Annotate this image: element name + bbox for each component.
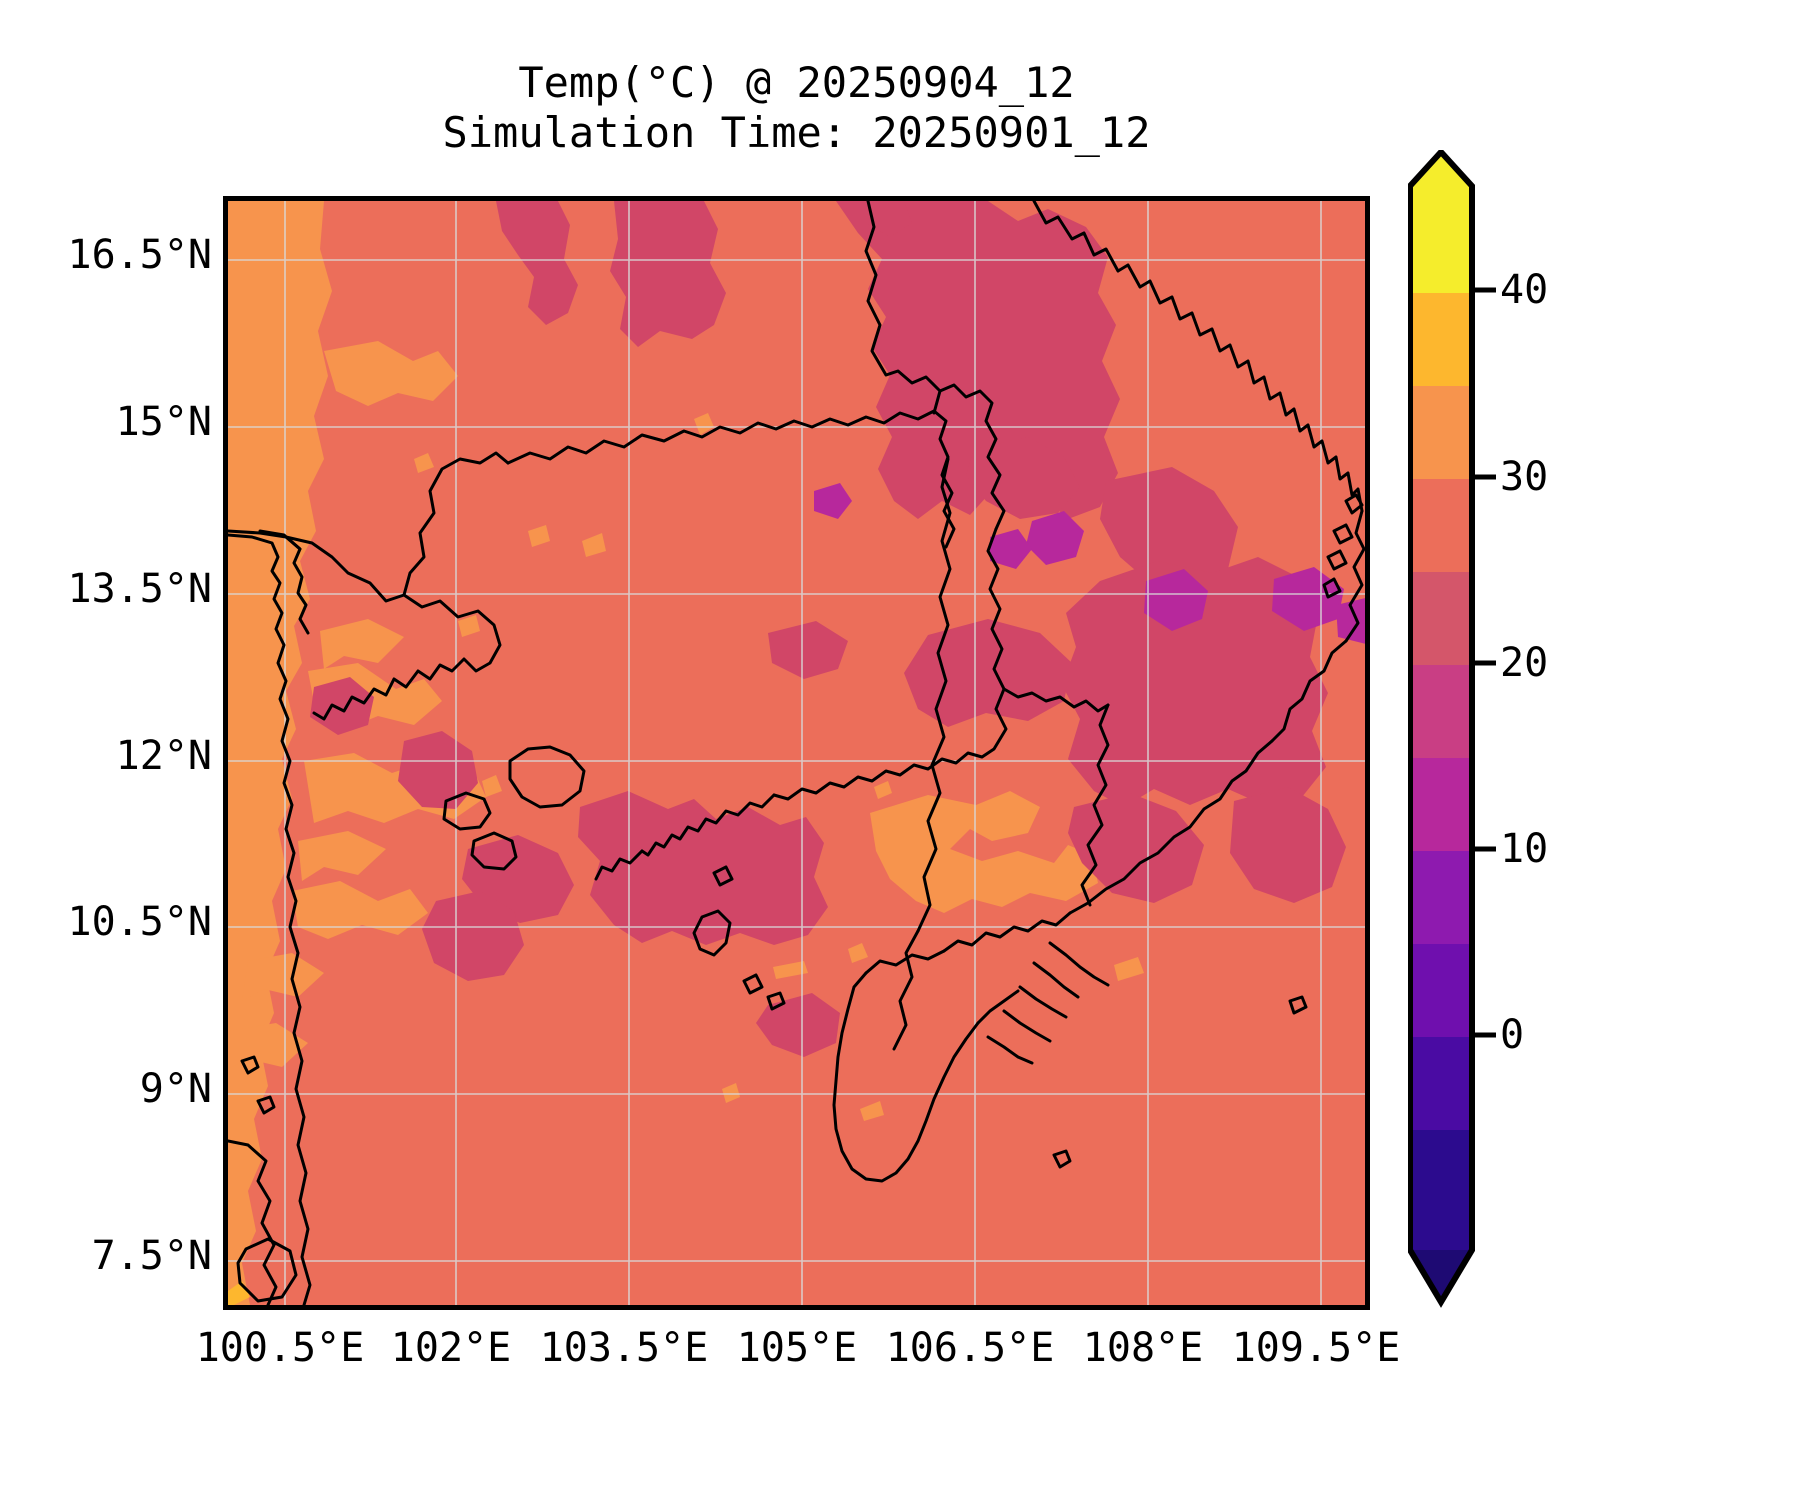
x-tick-103-5: 103.5°E xyxy=(539,1325,709,1371)
y-tick-12: 12°N xyxy=(115,733,212,779)
y-tick-7-5: 7.5°N xyxy=(91,1233,212,1279)
contour-band-30-35 xyxy=(228,201,1148,1305)
map-coastlines-borders xyxy=(228,201,1365,1305)
map-plot-area xyxy=(223,196,1370,1310)
temperature-contour-map xyxy=(228,201,1365,1305)
chart-title-line2: Simulation Time: 20250901_12 xyxy=(442,108,1151,157)
colorbar-svg xyxy=(1408,150,1496,1308)
x-tick-108: 108°E xyxy=(1082,1325,1204,1371)
x-tick-105: 105°E xyxy=(736,1325,858,1371)
colorbar-tick-30: 30 xyxy=(1500,454,1549,500)
contour-band-20-25 xyxy=(310,201,1346,1057)
y-tick-9: 9°N xyxy=(139,1066,212,1112)
colorbar-outline xyxy=(1408,150,1475,1308)
x-tick-109-5: 109.5°E xyxy=(1231,1325,1401,1371)
map-gridlines xyxy=(228,201,1365,1305)
y-tick-16-5: 16.5°N xyxy=(67,232,213,278)
colorbar-bands xyxy=(1410,186,1472,1250)
y-tick-10-5: 10.5°N xyxy=(67,899,213,945)
colorbar-tick-10: 10 xyxy=(1500,826,1549,872)
colorbar-tick-20: 20 xyxy=(1500,640,1549,686)
y-tick-15: 15°N xyxy=(115,399,212,445)
x-axis-tick-labels: 100.5°E 102°E 103.5°E 105°E 106.5°E 108°… xyxy=(0,1325,1800,1385)
x-tick-100-5: 100.5°E xyxy=(195,1325,365,1371)
chart-title: Temp(°C) @ 20250904_12 Simulation Time: 2… xyxy=(223,58,1370,158)
contour-band-15-20 xyxy=(814,483,1365,644)
colorbar-over-arrow xyxy=(1410,152,1472,186)
colorbar-tick-0: 0 xyxy=(1500,1012,1525,1058)
y-tick-13-5: 13.5°N xyxy=(67,566,213,612)
x-tick-106-5: 106.5°E xyxy=(885,1325,1055,1371)
chart-title-line1: Temp(°C) @ 20250904_12 xyxy=(518,58,1075,107)
y-axis-tick-labels: 16.5°N 15°N 13.5°N 12°N 10.5°N 9°N 7.5°N xyxy=(0,0,213,1500)
colorbar-tick-marks xyxy=(1472,287,1496,1038)
colorbar: 40 30 20 10 0 xyxy=(1408,150,1768,1310)
colorbar-under-arrow xyxy=(1410,1250,1472,1302)
colorbar-tick-40: 40 xyxy=(1500,267,1549,313)
x-tick-102: 102°E xyxy=(390,1325,512,1371)
